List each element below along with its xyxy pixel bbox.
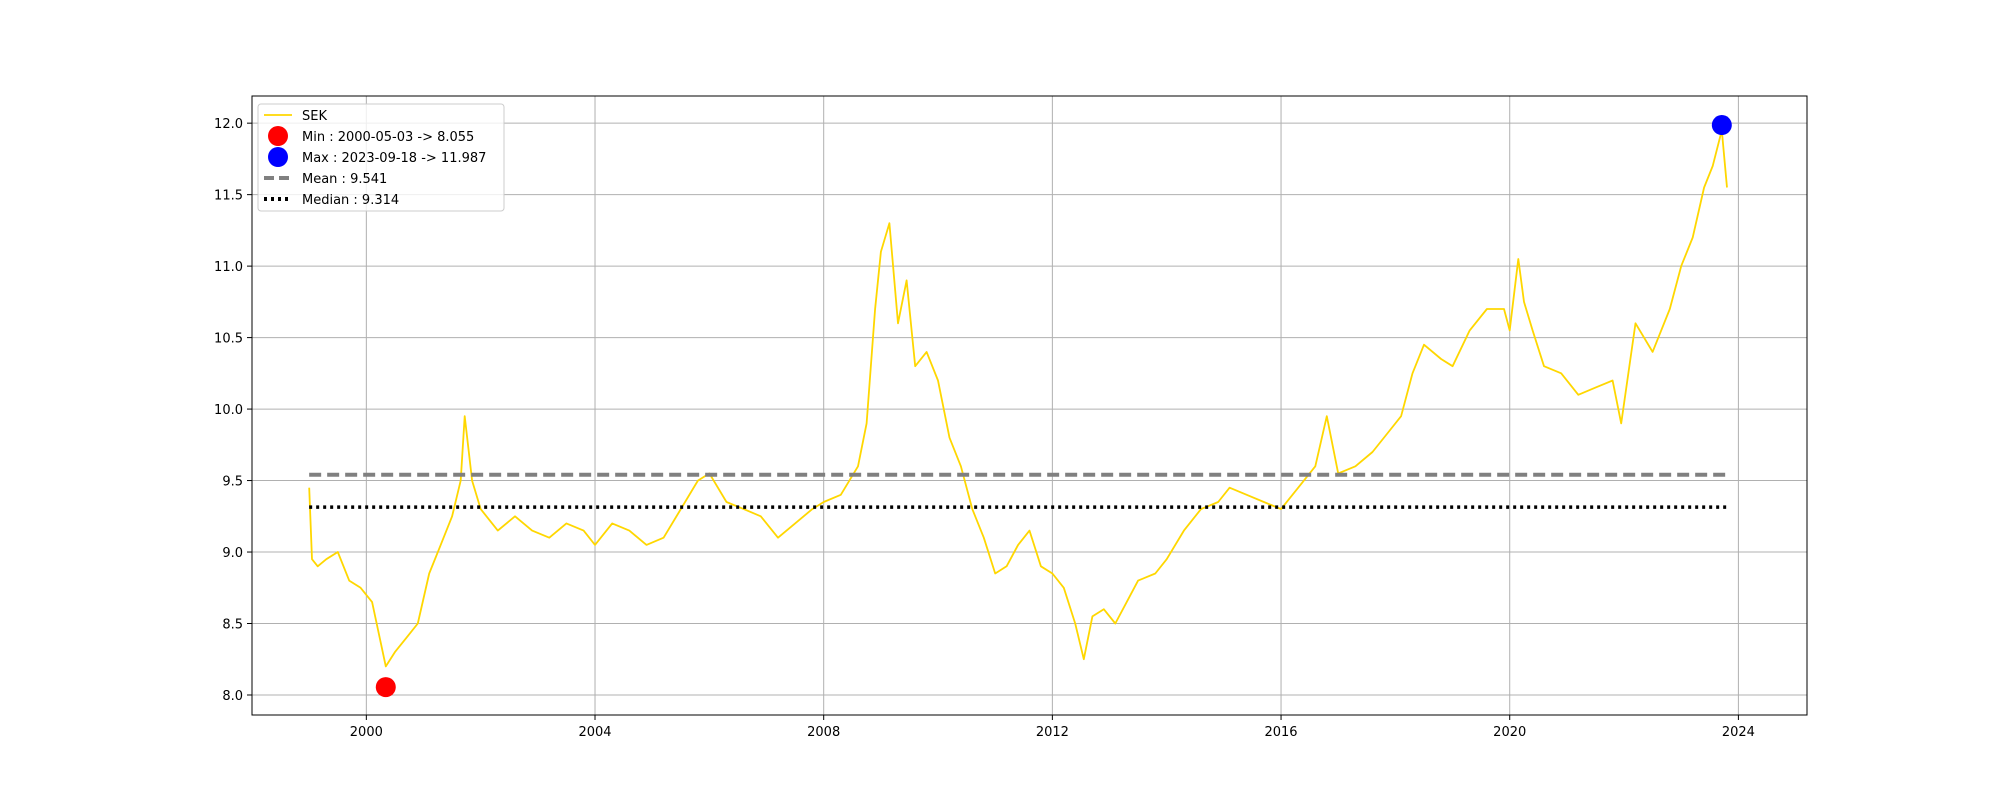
x-tick-label: 2000: [350, 725, 383, 740]
grid: [252, 96, 1807, 715]
sek-series-line: [308, 129, 1728, 668]
x-tick-label: 2012: [1036, 725, 1069, 740]
y-tick-label: 12.0: [214, 117, 243, 132]
legend-mean-label: Mean : 9.541: [302, 172, 387, 187]
x-axis: 2000 2004 2008 2012 2016 2020 2024: [350, 715, 1755, 740]
x-tick-label: 2016: [1264, 725, 1297, 740]
axes-frame: [251, 95, 1808, 716]
y-tick-label: 11.0: [214, 260, 243, 275]
plot-layer: [308, 115, 1732, 698]
legend-box: [257, 103, 505, 212]
x-tick-label: 2008: [807, 725, 840, 740]
min-marker: [375, 677, 396, 698]
legend: SEK Min : 2000-05-03 -> 8.055 Max : 2023…: [257, 103, 505, 212]
y-tick-label: 8.0: [222, 689, 243, 704]
max-marker: [1711, 115, 1732, 136]
y-tick-label: 9.5: [222, 475, 243, 490]
y-tick-label: 9.0: [222, 546, 243, 561]
legend-sek-label: SEK: [302, 109, 327, 124]
legend-max-label: Max : 2023-09-18 -> 11.987: [302, 151, 486, 166]
y-tick-label: 8.5: [222, 618, 243, 633]
legend-median-label: Median : 9.314: [302, 193, 399, 208]
x-tick-label: 2004: [578, 725, 611, 740]
legend-min-swatch: [268, 126, 288, 146]
y-tick-label: 10.0: [214, 403, 243, 418]
y-axis: 8.0 8.5 9.0 9.5 10.0 10.5 11.0 11.5 12.0: [214, 117, 252, 704]
legend-min-label: Min : 2000-05-03 -> 8.055: [302, 130, 474, 145]
y-tick-label: 10.5: [214, 332, 243, 347]
legend-max-swatch: [268, 147, 288, 167]
x-tick-label: 2024: [1722, 725, 1755, 740]
y-tick-label: 11.5: [214, 189, 243, 204]
x-tick-label: 2020: [1493, 725, 1526, 740]
